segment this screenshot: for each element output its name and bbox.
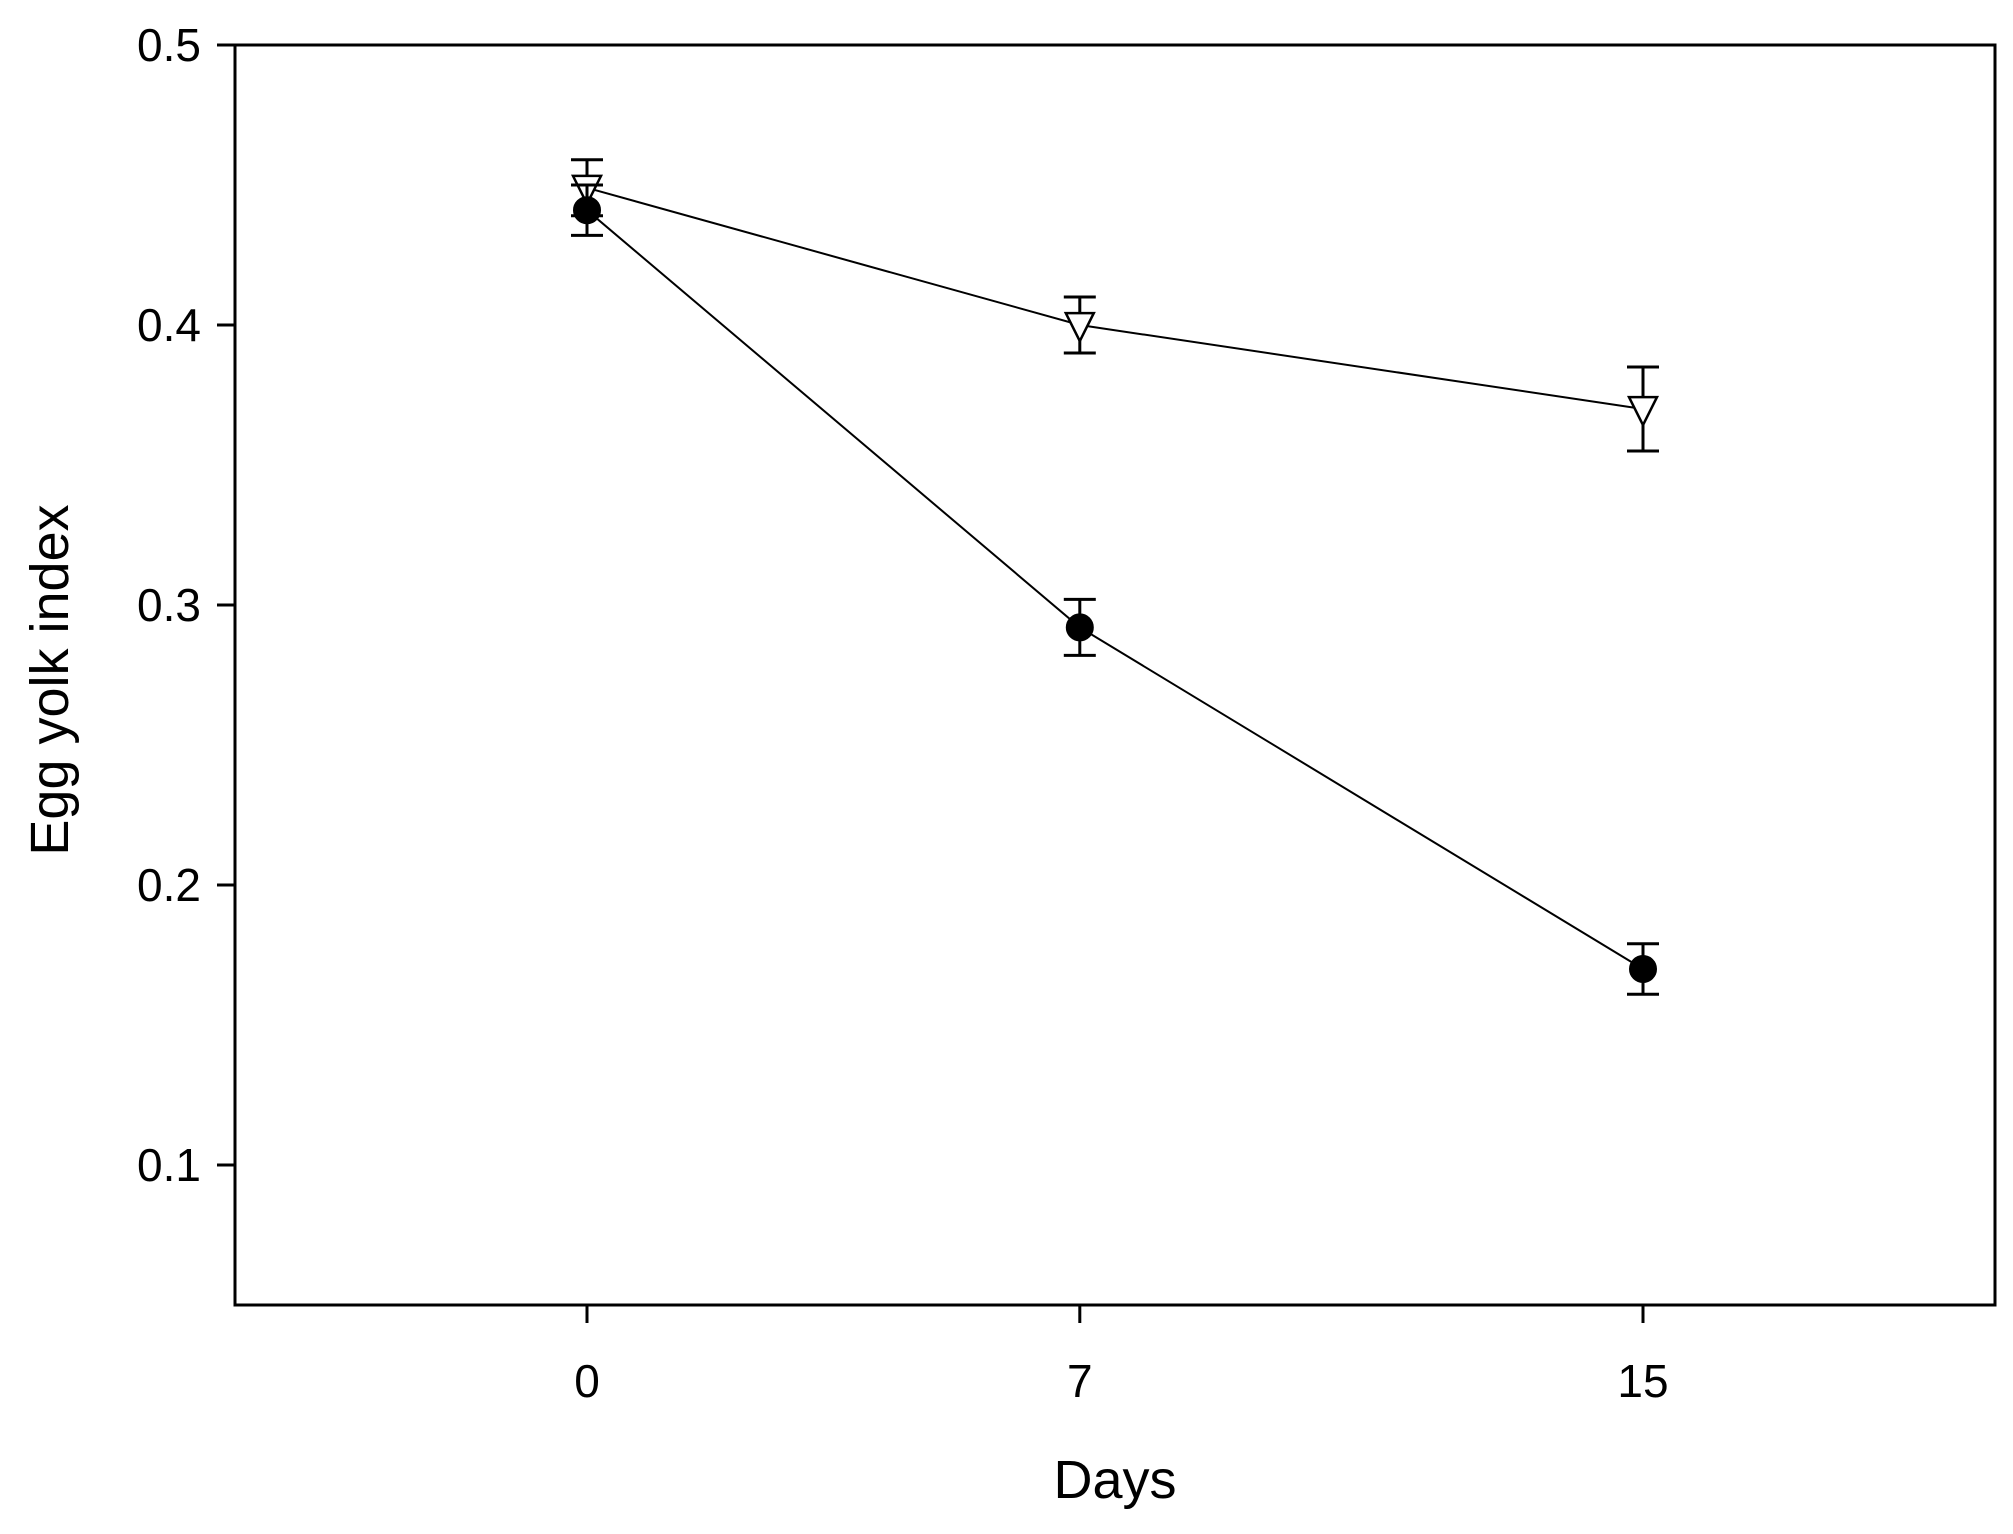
y-axis-title: Egg yolk index [20, 504, 80, 855]
y-tick-label: 0.3 [137, 579, 201, 631]
x-tick-label: 0 [574, 1355, 600, 1407]
data-point [1629, 955, 1657, 983]
series-1 [570, 158, 1660, 453]
series-layer [570, 158, 1660, 996]
data-point [1065, 613, 1094, 642]
x-axis-ticks: 0 7 15 [574, 1305, 1669, 1407]
y-tick-label: 0.1 [137, 1139, 201, 1191]
x-tick-label: 7 [1067, 1355, 1093, 1407]
data-point [1626, 395, 1660, 428]
series-2 [571, 183, 1659, 996]
data-point [573, 196, 601, 225]
series-line [586, 209, 1644, 970]
x-tick-label: 15 [1617, 1355, 1668, 1407]
data-point [1063, 311, 1096, 344]
y-tick-label: 0.5 [137, 19, 201, 71]
plot-frame [233, 43, 1997, 1307]
y-tick-label: 0.2 [137, 859, 201, 911]
series-line [586, 186, 1644, 410]
x-axis-title: Days [1053, 1450, 1176, 1510]
y-axis-ticks: 0.1 0.2 0.3 0.4 0.5 [137, 19, 235, 1191]
y-tick-label: 0.4 [137, 299, 201, 351]
